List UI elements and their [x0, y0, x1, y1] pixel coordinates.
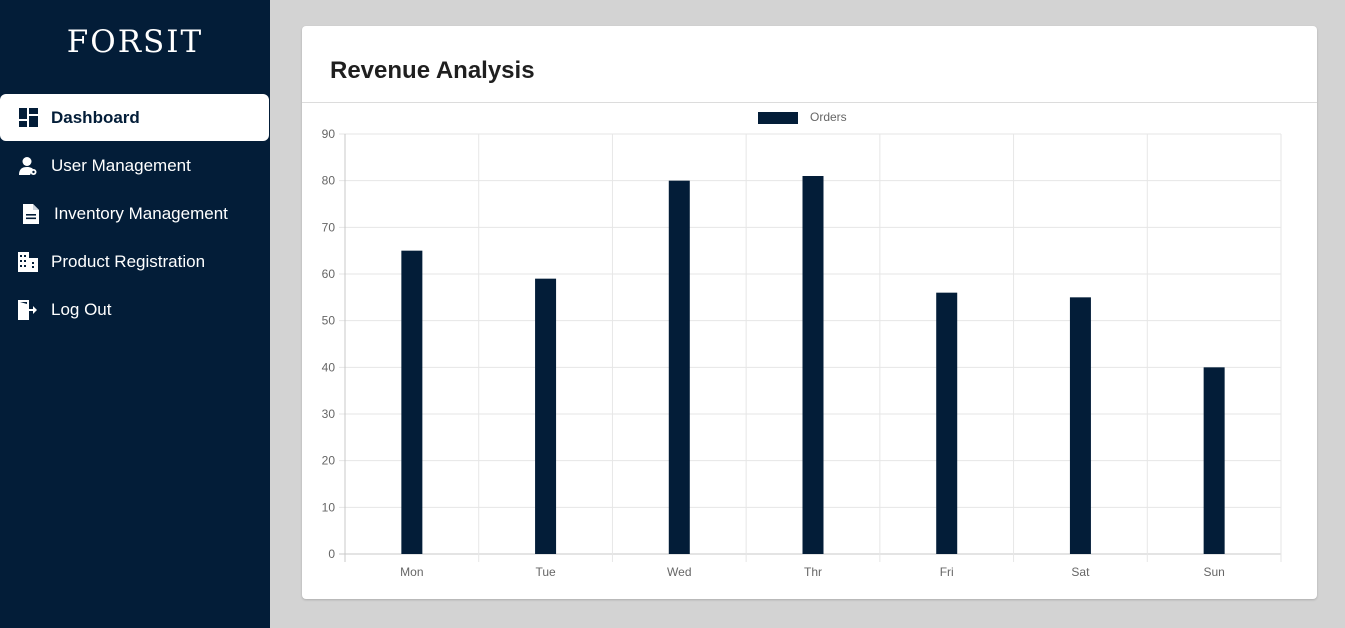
x-tick-label: Mon [400, 565, 423, 579]
logout-icon [18, 299, 38, 320]
sidebar-item-label: Dashboard [51, 107, 140, 127]
sidebar-item-label: User Management [51, 155, 191, 175]
y-tick-label: 50 [322, 314, 336, 328]
y-tick-label: 90 [322, 127, 336, 141]
sidebar-item-product-registration[interactable]: Product Registration [0, 238, 270, 285]
sidebar-item-dashboard[interactable]: Dashboard [0, 94, 269, 141]
page-title: Revenue Analysis [330, 57, 535, 84]
y-tick-label: 10 [322, 500, 336, 514]
x-tick-label: Sun [1203, 565, 1224, 579]
building-icon [18, 251, 38, 272]
y-tick-label: 0 [328, 547, 335, 561]
x-tick-label: Sat [1071, 565, 1090, 579]
bar-fri [936, 292, 958, 554]
y-tick-label: 60 [322, 267, 336, 281]
revenue-bar-chart: 0 10 20 30 40 50 60 70 80 90 Mon Tue Wed Thr Fri Sat Sun… [322, 110, 1282, 579]
x-tick-label: Fri [940, 565, 954, 579]
bar-thr [802, 176, 824, 554]
bar-tue [535, 278, 557, 554]
bar-sun [1203, 367, 1225, 554]
y-tick-label: 20 [322, 454, 336, 468]
y-tick-label: 80 [322, 174, 336, 188]
bar-wed [668, 180, 690, 554]
document-icon [21, 203, 41, 224]
legend-swatch [758, 112, 798, 124]
dashboard-icon [18, 108, 38, 128]
bar-mon [401, 250, 423, 554]
y-tick-label: 30 [322, 407, 336, 421]
x-tick-label: Thr [804, 565, 822, 579]
sidebar-item-label: Product Registration [51, 251, 206, 271]
sidebar: FORSIT Dashboard U [0, 0, 270, 628]
x-tick-label: Tue [535, 565, 556, 579]
sidebar-item-label: Inventory Management [54, 203, 228, 223]
sidebar-item-log-out[interactable]: Log Out [0, 286, 270, 333]
bar-sat [1069, 297, 1091, 554]
y-tick-label: 70 [322, 220, 336, 234]
card-divider [302, 102, 1317, 103]
sidebar-item-inventory-management[interactable]: Inventory Management [0, 190, 270, 237]
sidebar-item-label: Log Out [51, 299, 112, 319]
sidebar-nav: Dashboard User Management [0, 94, 270, 334]
revenue-card: Revenue Analysis 0 10 20 30 40 50 60 70 80 90 Mon T… [302, 26, 1317, 599]
x-tick-label: Wed [667, 565, 691, 579]
y-tick-label: 40 [322, 360, 336, 374]
legend-label: Orders [810, 110, 847, 124]
user-icon [18, 156, 38, 176]
sidebar-item-user-management[interactable]: User Management [0, 142, 270, 189]
brand-logo: FORSIT [66, 24, 204, 60]
